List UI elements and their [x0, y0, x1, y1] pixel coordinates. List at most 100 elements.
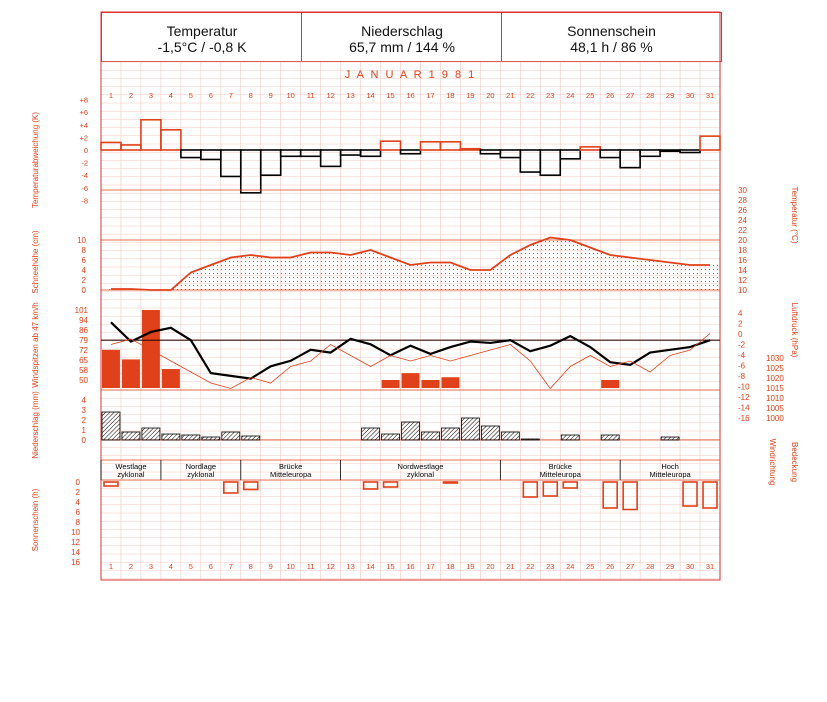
left-axis-title: Schneehöhe (cm) — [31, 230, 40, 293]
temp-dev-tick: +8 — [79, 96, 88, 105]
day-label-bottom: 3 — [149, 562, 153, 571]
weather-type-label: Hoch — [661, 462, 679, 471]
pressure-tick: 2 — [738, 320, 743, 329]
temp-tick: 30 — [738, 186, 747, 195]
pressure-tick: -2 — [738, 341, 746, 350]
day-label-bottom: 5 — [189, 562, 193, 571]
right-axis-title: Bedeckung — [790, 442, 799, 482]
temp-dev-tick: 0 — [84, 146, 88, 155]
temp-dev-bar — [359, 149, 382, 158]
temp-tick: 14 — [738, 266, 747, 275]
weather-type-label: zyklonal — [117, 470, 144, 479]
temp-dev-bar — [140, 118, 162, 151]
temp-dev-bar — [539, 149, 562, 177]
temp-dev-tick: +2 — [79, 133, 88, 142]
sun-tick: 16 — [71, 558, 80, 567]
pressure-hpa-tick: 1010 — [766, 394, 784, 403]
pressure-hpa-tick: 1005 — [766, 404, 784, 413]
sun-bar — [103, 481, 119, 487]
pressure-tick: -12 — [738, 393, 750, 402]
temp-tick: 16 — [738, 256, 747, 265]
precip-tick: 4 — [82, 396, 87, 405]
day-label-bottom: 27 — [626, 562, 634, 571]
day-label-top: 19 — [466, 91, 474, 100]
day-label-top: 2 — [129, 91, 133, 100]
day-label-bottom: 12 — [326, 562, 334, 571]
temp-dev-bar — [279, 149, 302, 158]
temp-tick: 24 — [738, 216, 747, 225]
temp-dev-bar — [699, 135, 721, 151]
day-label-bottom: 6 — [209, 562, 213, 571]
day-label-top: 20 — [486, 91, 494, 100]
day-label-bottom: 24 — [566, 562, 574, 571]
day-label-top: 18 — [446, 91, 454, 100]
pressure-tick: -16 — [738, 414, 750, 423]
day-label-bottom: 30 — [686, 562, 694, 571]
wind-gust-bar — [401, 373, 420, 388]
pressure-tick: -4 — [738, 351, 746, 360]
temp-dev-bar — [339, 149, 362, 156]
precip-bar — [361, 427, 380, 441]
wind-tick: 101 — [75, 306, 89, 315]
day-label-bottom: 26 — [606, 562, 614, 571]
day-label-bottom: 20 — [486, 562, 494, 571]
left-axis-title: Windspitzen ab 47 km/h — [31, 302, 40, 387]
sun-tick: 6 — [76, 508, 81, 517]
day-label-bottom: 2 — [129, 562, 133, 571]
sun-bar — [702, 481, 718, 509]
precipitation-label: Niederschlag — [361, 23, 443, 39]
day-label-top: 11 — [307, 91, 315, 100]
sun-bar — [562, 481, 579, 489]
weather-type-label: Nordwestlage — [398, 462, 444, 471]
temp-dev-bar — [619, 149, 641, 169]
snow-tick: 2 — [82, 276, 87, 285]
day-label-top: 21 — [506, 91, 514, 100]
left-axis-title: Niederschlag (mm) — [31, 391, 40, 459]
weather-type-label: Mitteleuropa — [270, 470, 312, 479]
snow-tick: 8 — [82, 246, 87, 255]
precip-bar — [101, 411, 121, 441]
precip-bar — [480, 425, 500, 441]
right-axis-title: Windrichtung — [768, 439, 777, 486]
temp-dev-bar — [239, 149, 262, 194]
wind-tick: 79 — [79, 336, 88, 345]
day-label-top: 3 — [149, 91, 153, 100]
temp-dev-bar — [120, 144, 142, 151]
day-label-bottom: 7 — [229, 562, 233, 571]
pressure-tick: -14 — [738, 404, 750, 413]
sun-bar — [242, 481, 259, 491]
wind-gust-bar — [601, 380, 620, 388]
left-axis-title: Sonnenschein (h) — [31, 488, 40, 551]
sun-tick: 2 — [76, 488, 81, 497]
day-label-top: 14 — [366, 91, 374, 100]
sun-bar — [522, 481, 539, 498]
day-label-top: 28 — [646, 91, 654, 100]
temp-dev-bar — [459, 147, 482, 151]
weather-type-label: zyklonal — [407, 470, 434, 479]
temp-tick: 10 — [738, 286, 747, 295]
precip-bar — [600, 434, 620, 441]
day-label-top: 13 — [346, 91, 354, 100]
temp-dev-bar — [399, 149, 422, 155]
temp-dev-bar — [259, 149, 282, 177]
temp-dev-tick: -4 — [81, 171, 88, 180]
sun-bar — [682, 481, 698, 507]
weather-type-label: Brücke — [549, 462, 572, 471]
precip-bar — [201, 436, 221, 441]
weather-type-label: Brücke — [279, 462, 302, 471]
wind-tick: 94 — [79, 316, 88, 325]
weather-type-label: Westlage — [115, 462, 146, 471]
day-label-bottom: 13 — [346, 562, 354, 571]
sun-tick: 8 — [76, 518, 81, 527]
precip-tick: 0 — [82, 436, 87, 445]
day-label-bottom: 31 — [706, 562, 714, 571]
wind-tick: 58 — [79, 366, 88, 375]
precip-bar — [141, 427, 161, 441]
day-label-top: 30 — [686, 91, 694, 100]
snow-area — [101, 237, 720, 290]
sun-bar — [223, 481, 239, 494]
weather-type-label: Mitteleuropa — [540, 470, 582, 479]
day-label-bottom: 29 — [666, 562, 674, 571]
day-label-top: 1 — [109, 91, 113, 100]
